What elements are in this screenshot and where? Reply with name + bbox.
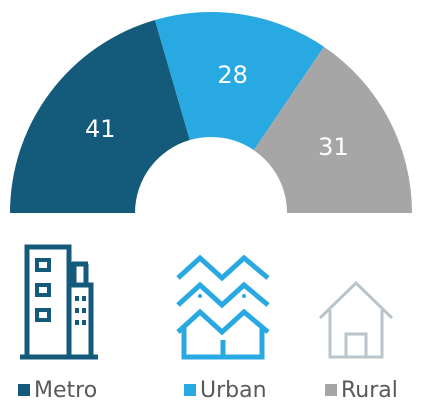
legend-swatch (18, 384, 30, 396)
legend-label: Rural (341, 378, 398, 403)
slice (10, 19, 190, 213)
house-icon (318, 280, 394, 359)
houses-icon (176, 254, 270, 360)
icons (20, 244, 394, 360)
slice (253, 46, 412, 213)
legend-swatch (184, 384, 196, 396)
building-icon (20, 244, 98, 360)
legend-label: Urban (200, 378, 267, 403)
value-label: 31 (318, 133, 349, 161)
value-label: 28 (217, 61, 248, 89)
slice (154, 11, 324, 151)
legend-swatch (325, 384, 337, 396)
legend-label: Metro (34, 378, 97, 403)
value-label: 41 (85, 115, 116, 143)
